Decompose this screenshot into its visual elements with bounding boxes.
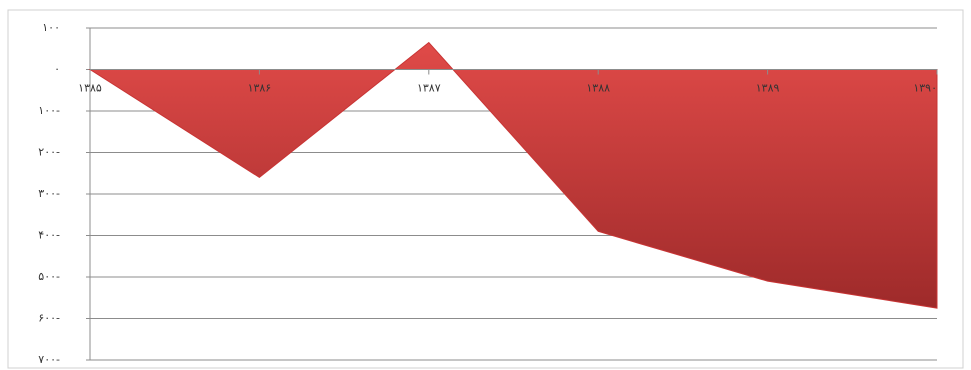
x-tick-label: ۱۳۸۸ — [586, 82, 610, 95]
y-tick-label: ۲۰۰- — [38, 146, 60, 159]
y-tick-label: ۴۰۰- — [38, 229, 60, 242]
x-tick-label: ۱۳۹۰ — [913, 82, 937, 95]
x-tick-label: ۱۳۸۹ — [756, 82, 780, 95]
y-tick-label: ۷۰۰- — [38, 353, 60, 366]
x-tick-label: ۱۳۸۶ — [248, 82, 272, 95]
y-tick-label: ۱۰۰- — [38, 104, 60, 117]
y-tick-label: ۳۰۰- — [38, 187, 60, 200]
y-tick-label: ۵۰۰- — [38, 270, 60, 283]
x-tick-label: ۱۳۸۷ — [417, 82, 441, 95]
y-tick-label: ۰ — [54, 63, 60, 76]
y-tick-label: ۶۰۰- — [38, 312, 60, 325]
y-tick-label: ۱۰۰ — [42, 21, 60, 34]
area — [88, 41, 938, 309]
chart-border — [7, 9, 964, 369]
x-tick-label: ۱۳۸۵ — [78, 82, 102, 95]
